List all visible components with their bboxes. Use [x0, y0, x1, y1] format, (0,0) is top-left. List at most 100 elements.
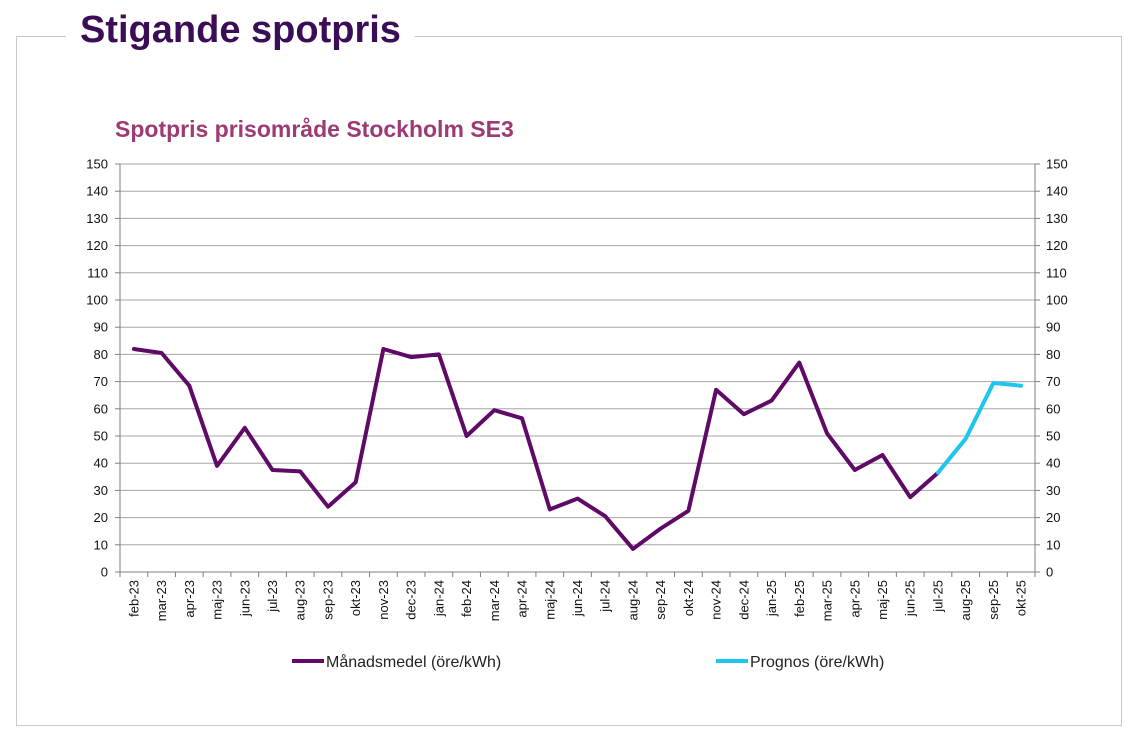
y-tick-label: 150	[86, 157, 108, 172]
y-tick-label: 90	[1046, 320, 1060, 335]
x-tick-label: apr-23	[182, 580, 197, 618]
x-tick-label: sep-24	[653, 580, 668, 620]
page-title: Stigande spotpris	[66, 8, 415, 52]
legend-label: Prognos (öre/kWh)	[750, 654, 884, 671]
data-point	[243, 426, 247, 430]
x-tick-label: apr-24	[515, 580, 530, 618]
x-tick-label: aug-24	[625, 580, 640, 620]
data-point	[908, 495, 912, 499]
data-point	[742, 412, 746, 416]
data-point	[576, 497, 579, 501]
x-tick-label: jul-24	[598, 580, 613, 613]
x-tick-label: dec-24	[736, 580, 751, 620]
y-tick-label: 10	[94, 537, 108, 552]
y-axis-right: 0 10 20 30 40 50 60 70 80 90 100 110 120 130 140 150	[1034, 157, 1068, 580]
data-point	[991, 381, 995, 385]
x-tick-label: dec-23	[404, 580, 419, 620]
x-tick-label: jan-24	[431, 580, 446, 617]
x-tick-label: okt-25	[1014, 580, 1029, 616]
data-point	[492, 408, 496, 412]
x-tick-label: mar-25	[820, 580, 835, 621]
y-tick-label: 0	[1046, 565, 1053, 580]
y-tick-label: 110	[87, 265, 108, 280]
y-tick-label: 60	[94, 401, 108, 416]
y-tick-label: 70	[1046, 374, 1060, 389]
chart-frame	[16, 36, 1122, 726]
series-lines	[131, 347, 1024, 551]
data-point	[1019, 384, 1023, 388]
y-tick-label: 130	[1046, 211, 1068, 226]
data-point	[797, 361, 801, 365]
x-tick-label: okt-24	[681, 580, 696, 616]
x-axis: feb-23 mar-23 apr-23 maj-23 jun-23 jul-23 aug-…	[119, 572, 1036, 621]
x-tick-label: jun-24	[570, 580, 585, 617]
y-tick-label: 40	[1046, 456, 1060, 471]
x-tick-label: jul-25	[930, 580, 945, 613]
y-tick-label: 140	[1046, 184, 1068, 199]
y-tick-label: 90	[94, 320, 108, 335]
y-axis-left: 0 10 20 30 40 50 60 70 80 90 100 110 120 130 140 150	[86, 157, 121, 580]
data-point	[548, 507, 552, 511]
data-point	[187, 384, 191, 388]
y-tick-label: 100	[86, 293, 108, 308]
y-tick-label: 10	[1046, 537, 1060, 552]
y-tick-label: 130	[86, 211, 108, 226]
data-point	[520, 416, 524, 420]
x-tick-label: jul-23	[265, 580, 280, 613]
x-tick-label: maj-23	[210, 580, 225, 620]
data-point	[326, 505, 330, 509]
data-point	[271, 468, 274, 472]
x-tick-label: apr-25	[847, 580, 862, 618]
x-tick-label: feb-23	[126, 580, 141, 617]
x-tick-label: nov-23	[376, 580, 391, 620]
x-tick-label: feb-24	[459, 580, 474, 617]
data-point	[881, 453, 884, 457]
y-tick-label: 40	[94, 456, 108, 471]
series-line-manadsmedel	[131, 347, 940, 551]
y-tick-label: 80	[1046, 347, 1060, 362]
x-tick-label: mar-23	[154, 580, 169, 621]
x-tick-label: nov-24	[709, 580, 724, 620]
x-tick-label: okt-23	[348, 580, 363, 616]
x-tick-label: jan-25	[764, 580, 779, 617]
y-tick-label: 70	[94, 374, 108, 389]
data-point	[825, 431, 829, 435]
x-tick-label: aug-25	[958, 580, 973, 620]
data-point	[659, 526, 663, 530]
grid-lines	[120, 163, 1035, 573]
data-point	[298, 469, 302, 473]
x-tick-label: mar-24	[487, 580, 502, 621]
y-tick-label: 20	[94, 510, 108, 525]
data-point	[381, 347, 385, 351]
y-tick-label: 60	[1046, 401, 1060, 416]
data-point	[686, 509, 690, 513]
legend: Månadsmedel (öre/kWh) Prognos (öre/kWh)	[292, 653, 884, 671]
x-tick-label: sep-23	[320, 580, 335, 620]
chart-title: Spotpris prisområde Stockholm SE3	[115, 116, 514, 142]
y-tick-label: 0	[101, 565, 108, 580]
x-tick-label: sep-25	[986, 580, 1001, 620]
y-tick-label: 110	[1046, 265, 1067, 280]
y-tick-label: 50	[1046, 429, 1060, 444]
data-point	[603, 514, 607, 518]
data-point	[964, 437, 968, 441]
data-point	[215, 464, 219, 468]
data-point	[631, 547, 635, 551]
series-line-prognos	[936, 381, 1024, 475]
y-tick-label: 30	[94, 483, 108, 498]
data-point	[160, 351, 164, 355]
y-tick-label: 150	[1046, 157, 1068, 172]
y-tick-label: 140	[86, 184, 108, 199]
x-tick-label: feb-25	[792, 580, 807, 617]
y-tick-label: 120	[86, 238, 108, 253]
x-tick-label: aug-23	[293, 580, 308, 620]
data-point	[465, 434, 469, 438]
y-tick-label: 30	[1046, 483, 1060, 498]
data-point	[409, 355, 413, 359]
y-tick-label: 80	[94, 347, 108, 362]
y-tick-label: 50	[94, 429, 108, 444]
x-tick-label: jun-23	[237, 580, 252, 617]
data-point	[936, 471, 940, 475]
y-tick-label: 100	[1046, 293, 1068, 308]
